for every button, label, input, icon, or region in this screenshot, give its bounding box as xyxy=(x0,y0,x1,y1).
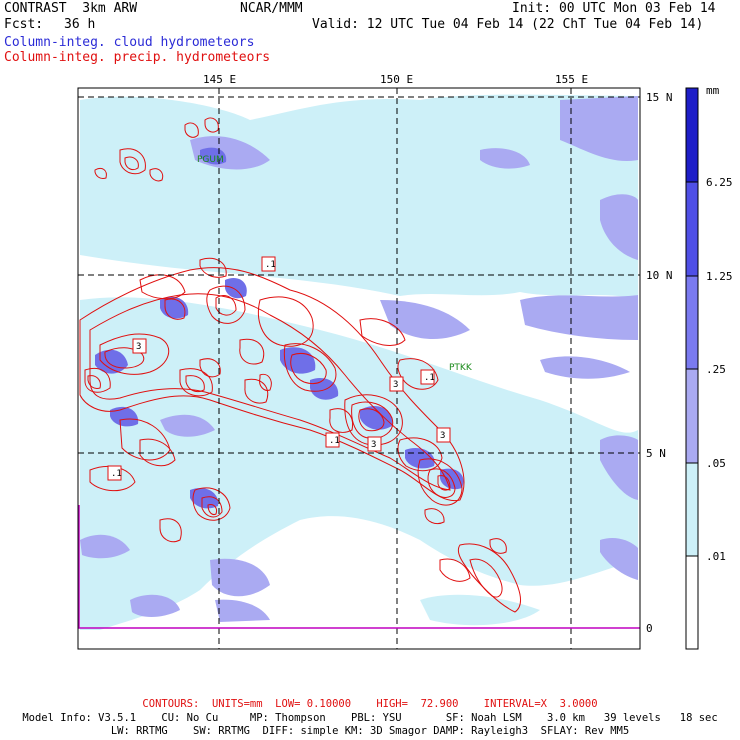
contour-label: .1 xyxy=(111,469,122,479)
legend-swatch-0.25 xyxy=(686,276,698,369)
lat-label-5n: 5 N xyxy=(646,447,666,460)
plot-frame xyxy=(77,87,641,650)
contour-label-boxes xyxy=(107,256,451,481)
legend-unit: mm xyxy=(706,84,720,97)
station-pgum: PGUM xyxy=(197,155,224,165)
legend-label-0.25: .25 xyxy=(706,363,726,376)
legend-colorbar xyxy=(685,87,699,650)
valid-time: Valid: 12 UTC Tue 04 Feb 14 (22 ChT Tue … xyxy=(312,17,704,32)
legend-label-1.25: 1.25 xyxy=(706,270,733,283)
legend-swatch-1.25 xyxy=(686,182,698,276)
lat-label-15n: 15 N xyxy=(646,91,673,104)
contour-label: .1 xyxy=(265,260,276,270)
lon-label-150: 150 E xyxy=(380,73,413,86)
physics-info: LW: RRTMG SW: RRTMG DIFF: simple KM: 3D … xyxy=(110,725,630,737)
lat-label-0: 0 xyxy=(646,622,653,635)
lon-label-145: 145 E xyxy=(203,73,236,86)
contour-label: 3 xyxy=(136,342,141,352)
graticule xyxy=(78,88,640,649)
contour-label: .1 xyxy=(424,373,435,383)
field-precip-label: Column-integ. precip. hydrometeors xyxy=(4,50,271,65)
lat-label-10n: 10 N xyxy=(646,269,673,282)
legend-label-6.25: 6.25 xyxy=(706,176,733,189)
legend-swatch-6.25 xyxy=(686,88,698,182)
center-label: NCAR/MMM xyxy=(240,1,303,16)
field-cloud-label: Column-integ. cloud hydrometeors xyxy=(4,35,255,50)
init-time: Init: 00 UTC Mon 03 Feb 14 xyxy=(512,1,716,16)
legend-swatch-0.05 xyxy=(686,369,698,463)
contour-label: 3 xyxy=(440,431,445,441)
fcst-value: 36 h xyxy=(64,17,96,32)
legend-swatch-zero xyxy=(686,556,698,649)
model-info: Model Info: V3.5.1 CU: No Cu MP: Thompso… xyxy=(22,712,718,724)
legend-swatch-0.01 xyxy=(686,463,698,556)
station-ptkk: PTKK xyxy=(449,363,473,373)
lon-label-155: 155 E xyxy=(555,73,588,86)
legend-label-0.01: .01 xyxy=(706,550,726,563)
contours-info: CONTOURS: UNITS=mm LOW= 0.10000 HIGH= 72… xyxy=(142,698,598,710)
contour-label: .1 xyxy=(329,436,340,446)
fcst-label: Fcst: xyxy=(4,17,44,32)
model-title: CONTRAST 3km ARW xyxy=(4,1,138,16)
legend-label-0.05: .05 xyxy=(706,457,726,470)
cloud-shading-mid xyxy=(80,96,638,622)
contour-label: 3 xyxy=(393,380,398,390)
contour-label: 3 xyxy=(371,440,376,450)
